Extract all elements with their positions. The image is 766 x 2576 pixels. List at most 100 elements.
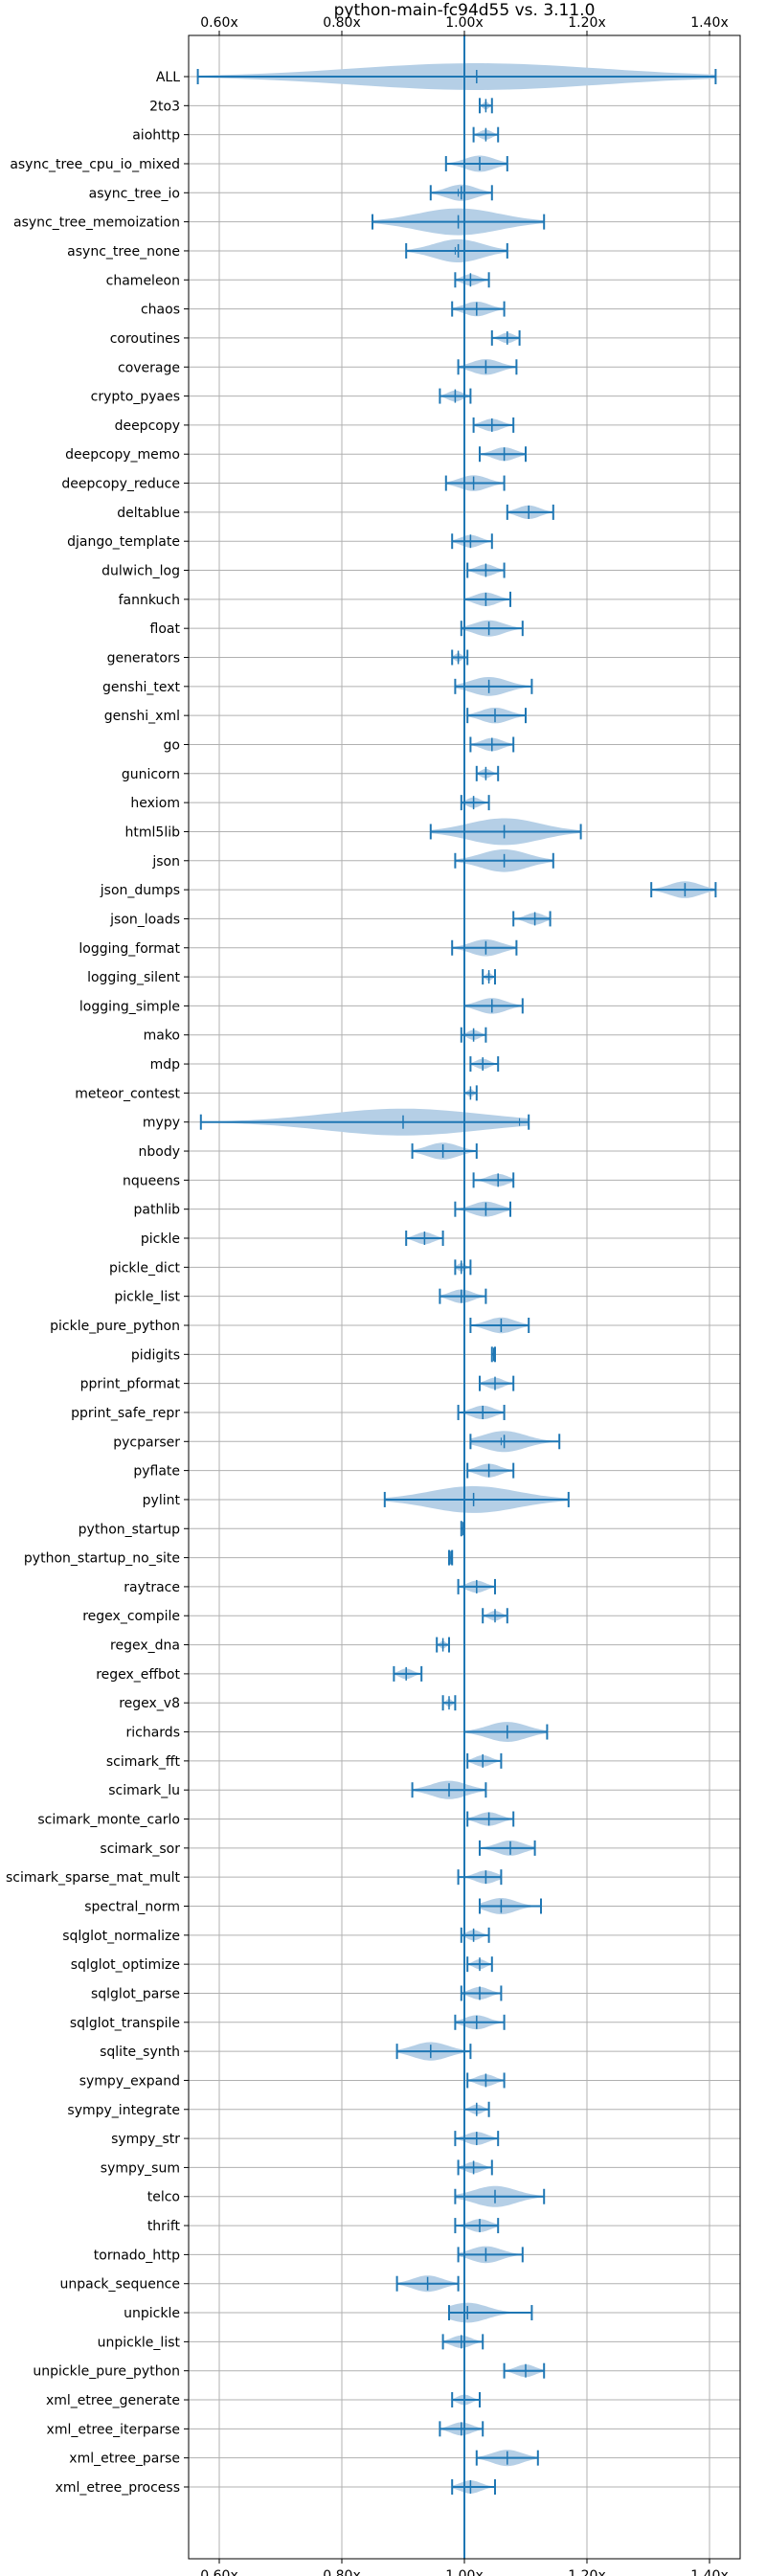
violin-2to3 bbox=[479, 98, 493, 114]
violin-spectral_norm bbox=[479, 1898, 542, 1914]
y-tick-label: pickle_dict bbox=[109, 1260, 181, 1276]
y-tick-label: hexiom bbox=[130, 796, 180, 811]
y-tick-label: chameleon bbox=[106, 273, 180, 288]
y-tick-label: crypto_pyaes bbox=[91, 390, 180, 405]
violin-genshi_text bbox=[454, 677, 533, 696]
y-tick-label: async_tree_none bbox=[67, 244, 180, 260]
y-tick-label: genshi_text bbox=[102, 680, 181, 695]
y-tick-label: sqlite_synth bbox=[100, 2045, 180, 2060]
violin-aiohttp bbox=[472, 126, 500, 143]
y-tick-label: regex_dna bbox=[110, 1638, 180, 1654]
violin-ALL bbox=[196, 63, 717, 90]
violin-pickle bbox=[405, 1231, 444, 1247]
y-tick-label: telco bbox=[147, 2190, 180, 2205]
y-tick-label: raytrace bbox=[124, 1580, 180, 1595]
y-tick-label: deepcopy_memo bbox=[65, 447, 180, 463]
y-tick-label: unpickle_list bbox=[98, 2335, 181, 2350]
y-tick-label: nqueens bbox=[123, 1173, 180, 1188]
violin-go bbox=[469, 736, 515, 753]
y-tick-label: json bbox=[151, 854, 180, 870]
violin-pyflate bbox=[466, 1462, 515, 1479]
y-tick-label: richards bbox=[126, 1726, 181, 1741]
y-tick-label: sympy_expand bbox=[79, 2073, 180, 2089]
y-tick-label: aiohttp bbox=[132, 128, 180, 144]
y-tick-label: mako bbox=[144, 1028, 180, 1044]
x-tick-label-top: 1.20x bbox=[568, 15, 605, 31]
violin-richards bbox=[463, 1722, 549, 1742]
x-tick-label-top: 0.80x bbox=[323, 15, 360, 31]
y-tick-label: mypy bbox=[143, 1116, 180, 1131]
y-tick-label: sqlglot_normalize bbox=[62, 1929, 180, 1944]
y-tick-label: xml_etree_process bbox=[56, 2480, 180, 2496]
y-tick-label: dulwich_log bbox=[101, 564, 180, 579]
x-tick-label-bottom: 1.20x bbox=[568, 2568, 605, 2576]
y-tick-label: coroutines bbox=[110, 331, 180, 347]
y-tick-label: go bbox=[164, 737, 180, 753]
y-tick-label: float bbox=[150, 621, 181, 637]
y-tick-label: pathlib bbox=[134, 1203, 181, 1218]
y-tick-label: scimark_sor bbox=[100, 1842, 180, 1857]
y-tick-label: spectral_norm bbox=[84, 1899, 180, 1914]
violin-xml_etree_iterparse bbox=[439, 2421, 484, 2437]
y-tick-label: coverage bbox=[118, 360, 180, 375]
y-tick-label: pickle_list bbox=[114, 1290, 180, 1305]
violin-deepcopy_reduce bbox=[444, 475, 506, 491]
violin-dulwich_log bbox=[466, 562, 506, 578]
axis-layer: 0.60x 0.60x 0.80x 0.80x 1.00x 1.00x 1.20x 1.20x… bbox=[6, 15, 729, 2576]
y-tick-label: logging_simple bbox=[79, 999, 180, 1014]
violin-pprint_pformat bbox=[479, 1375, 515, 1391]
y-tick-label: pickle bbox=[141, 1232, 180, 1247]
y-tick-label: sqlglot_parse bbox=[91, 1986, 180, 2001]
violin-django_template bbox=[451, 533, 493, 550]
y-tick-label: pprint_safe_repr bbox=[71, 1406, 180, 1421]
y-tick-label: async_tree_memoization bbox=[13, 215, 180, 231]
violin-pickle_pure_python bbox=[469, 1317, 530, 1334]
plot-frame bbox=[188, 34, 741, 2560]
y-tick-label: nbody bbox=[139, 1144, 181, 1160]
violin-pycparser bbox=[469, 1431, 561, 1453]
violin-async_tree_memoization bbox=[372, 208, 546, 236]
y-tick-label: ALL bbox=[156, 70, 180, 85]
y-tick-label: genshi_xml bbox=[104, 709, 180, 724]
violin-unpickle_list bbox=[441, 2334, 484, 2350]
violin-raytrace bbox=[457, 1578, 496, 1594]
y-tick-label: unpickle_pure_python bbox=[33, 2364, 180, 2380]
x-tick-label-bottom: 1.40x bbox=[690, 2568, 728, 2576]
y-tick-label: async_tree_io bbox=[89, 186, 180, 201]
violin-pprint_safe_repr bbox=[457, 1404, 506, 1420]
y-tick-label: json_loads bbox=[109, 912, 180, 927]
violin-float bbox=[460, 620, 524, 637]
y-tick-label: thrift bbox=[147, 2219, 181, 2234]
violin-unpickle_pure_python bbox=[503, 2362, 546, 2379]
violin-layer bbox=[196, 63, 717, 2495]
violin-deltablue bbox=[506, 504, 554, 520]
y-tick-label: django_template bbox=[67, 534, 180, 550]
violin-gunicorn bbox=[475, 765, 500, 781]
chart-title: python-main-fc94d55 vs. 3.11.0 bbox=[334, 1, 596, 20]
y-tick-label: unpickle bbox=[124, 2306, 180, 2321]
violin-json_loads bbox=[512, 911, 552, 927]
y-tick-label: python_startup bbox=[79, 1522, 180, 1537]
violin-logging_silent bbox=[482, 969, 496, 985]
violin-nbody bbox=[411, 1142, 478, 1160]
y-tick-label: sqlglot_transpile bbox=[70, 2016, 180, 2031]
x-tick-label-top: 1.00x bbox=[445, 15, 483, 31]
y-tick-label: regex_effbot bbox=[96, 1667, 180, 1683]
violin-crypto_pyaes bbox=[439, 388, 472, 404]
violin-scimark_fft bbox=[466, 1752, 503, 1769]
violin-unpack_sequence bbox=[395, 2275, 460, 2293]
y-tick-label: mdp bbox=[150, 1057, 181, 1073]
violin-async_tree_io bbox=[429, 184, 493, 201]
y-tick-label: deepcopy_reduce bbox=[61, 477, 180, 492]
y-tick-label: regex_v8 bbox=[119, 1696, 180, 1711]
violin-tornado_http bbox=[457, 2246, 524, 2264]
y-tick-label: pycparser bbox=[113, 1435, 180, 1450]
y-tick-label: xml_etree_parse bbox=[69, 2452, 180, 2467]
violin-pickle_dict bbox=[454, 1259, 472, 1276]
violin-coverage bbox=[457, 359, 518, 375]
y-tick-label: python_startup_no_site bbox=[24, 1551, 180, 1567]
violin-regex_v8 bbox=[441, 1695, 457, 1711]
violin-pylint bbox=[383, 1485, 570, 1513]
